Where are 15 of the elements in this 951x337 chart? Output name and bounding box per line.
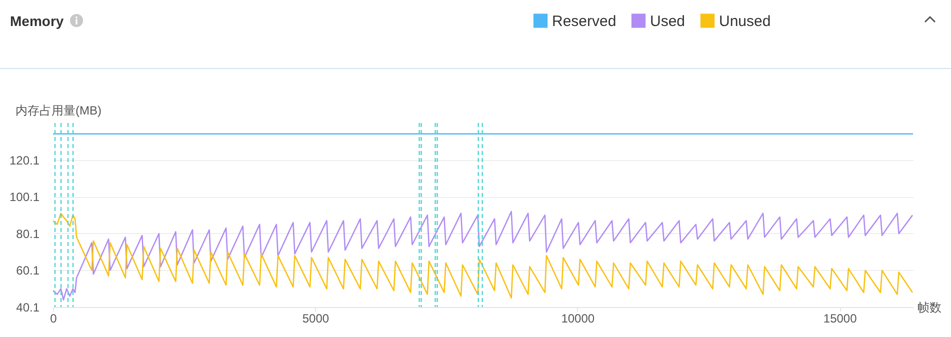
x-tick-label: 15000 [823, 312, 858, 326]
y-tick-label: 120.1 [9, 153, 40, 168]
x-tick-label: 0 [50, 312, 58, 326]
chart-title: Memory [10, 13, 64, 29]
y-tick-label: 80.1 [16, 226, 40, 241]
x-tick-label: 10000 [561, 312, 595, 326]
legend-label: Reserved [552, 12, 616, 30]
x-axis-title: 帧数 [918, 300, 942, 314]
legend-label: Used [650, 12, 686, 30]
y-axis-title: 内存占用量(MB) [16, 104, 102, 118]
y-tick-label: 60.1 [16, 264, 40, 278]
x-tick-label: 5000 [302, 312, 330, 326]
legend-label: Unused [719, 12, 771, 30]
y-tick-label: 40.1 [16, 300, 40, 314]
y-tick-label: 100.1 [9, 190, 40, 204]
